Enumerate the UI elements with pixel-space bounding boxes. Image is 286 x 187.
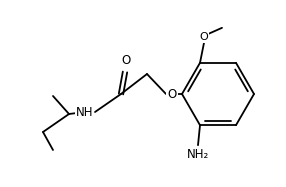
Text: NH: NH — [76, 105, 93, 119]
Text: NH₂: NH₂ — [187, 148, 209, 161]
Text: O: O — [200, 32, 208, 42]
Text: O: O — [121, 54, 131, 67]
Text: O: O — [167, 88, 177, 100]
